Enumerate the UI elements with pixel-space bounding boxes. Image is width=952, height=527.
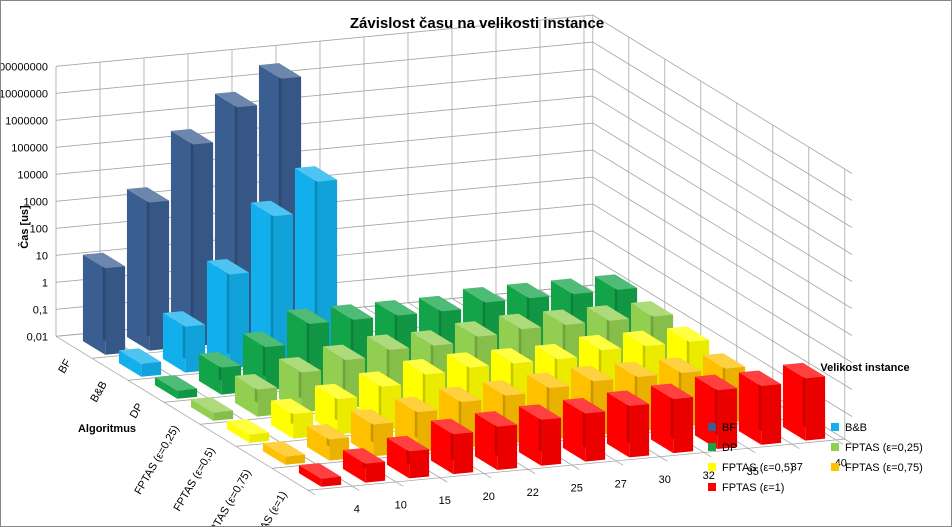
x-tick-label: 27 [615, 478, 627, 490]
chart-title: Závislost času na velikosti instance [350, 15, 604, 32]
legend-item: FPTAS (ε=0,75) [831, 462, 923, 474]
legend-label: B&B [845, 422, 868, 434]
y-tick-label: 100 [30, 223, 48, 235]
bar [154, 375, 198, 399]
x-axis-label: Velikost instance [820, 362, 909, 374]
z-tick-label: FPTAS (ε=0,75) [205, 467, 254, 526]
bar [518, 404, 562, 466]
legend-item: BF [708, 422, 736, 434]
y-tick-labels: 0,01 0,1 1 10 100 1000 10000 100000 1000000 10000… [1, 61, 48, 343]
legend-item: DP [708, 442, 737, 454]
legend-label: FPTAS (ε=1) [722, 482, 785, 494]
x-tick-labels: 4 10 15 20 22 25 27 30 32 35 37 40 [354, 457, 847, 515]
x-tick-label: 15 [439, 495, 451, 507]
gridline [307, 438, 845, 491]
x-tick-label: 10 [395, 499, 407, 511]
bar [738, 370, 782, 445]
bar [650, 383, 694, 454]
y-tick-label: 1000 [24, 196, 48, 208]
bar [118, 348, 162, 377]
x-tick-label: 25 [571, 483, 583, 495]
bar [342, 448, 386, 483]
bar [206, 258, 250, 369]
legend-item: B&B [831, 422, 867, 434]
gridline [55, 335, 316, 496]
legend-swatch [708, 483, 716, 491]
z-tick-label: FPTAS (ε=1) [248, 489, 290, 526]
bar [126, 187, 170, 351]
y-tick-label: 1000000 [5, 115, 48, 127]
legend-label: FPTAS (ε=0,5) [722, 462, 794, 474]
y-tick-label: 0,01 [27, 331, 48, 343]
legend-swatch [831, 463, 839, 471]
y-tick-label: 0,1 [33, 304, 48, 316]
y-tick-label: 100000 [11, 142, 48, 154]
bar [386, 435, 430, 479]
z-tick-label: B&B [88, 379, 109, 404]
bar [606, 390, 650, 458]
bar [262, 441, 306, 465]
legend-label: FPTAS (ε=0,75) [845, 462, 923, 474]
x-tick-label: 30 [659, 474, 671, 486]
z-axis-label: Algoritmus [78, 423, 136, 435]
legend-label: DP [722, 442, 738, 454]
legend-swatch [831, 443, 839, 451]
bar [474, 411, 518, 470]
bar [314, 383, 358, 435]
chart-legend: BF B&B DP FPTAS (ε=0,25) FPTAS (ε=0,5) FPTAS … [708, 422, 948, 502]
x-tick-label: 37 [791, 462, 803, 474]
x-tick-label: 32 [703, 470, 715, 482]
z-tick-label: BF [56, 357, 74, 375]
bar [782, 362, 826, 441]
legend-swatch [831, 423, 839, 431]
bar [190, 397, 234, 421]
x-tick-label: 35 [747, 466, 759, 478]
y-tick-label: 10000 [17, 169, 48, 181]
legend-item: FPTAS (ε=0,5) [708, 462, 794, 474]
legend-swatch [708, 443, 716, 451]
legend-swatch [708, 423, 716, 431]
legend-item: FPTAS (ε=0,25) [831, 442, 923, 454]
y-tick-label: 1 [42, 277, 48, 289]
y-tick-label: 10 [36, 250, 48, 262]
legend-item: FPTAS (ε=1) [708, 482, 784, 494]
legend-swatch [708, 463, 716, 471]
y-axis-label: Čas [us] [18, 205, 31, 249]
z-tick-label: FPTAS (ε=0,5) [172, 445, 218, 513]
bar [298, 463, 342, 487]
bar [562, 398, 606, 462]
bar [430, 418, 474, 475]
x-tick-label: 20 [483, 491, 495, 503]
x-tick-label: 22 [527, 487, 539, 499]
legend-label: FPTAS (ε=0,25) [845, 442, 923, 454]
y-tick-label: 10000000 [1, 88, 48, 100]
bars [82, 63, 826, 487]
x-tick-label: 4 [354, 504, 360, 516]
bar [82, 252, 126, 355]
z-tick-label: FPTAS (ε=0,25) [133, 423, 182, 496]
bar [226, 419, 270, 443]
legend-label: BF [722, 422, 737, 434]
z-tick-label: DP [128, 401, 146, 420]
